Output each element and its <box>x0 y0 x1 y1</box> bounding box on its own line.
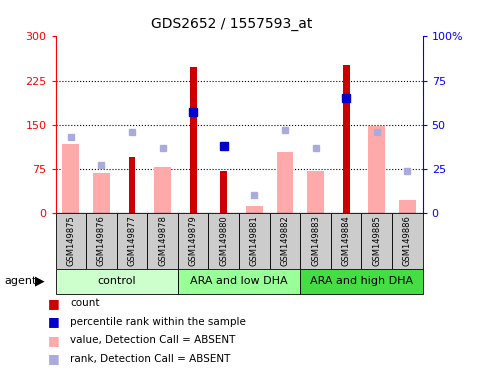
Bar <box>147 213 178 269</box>
Bar <box>300 269 423 294</box>
Text: rank, Detection Call = ABSENT: rank, Detection Call = ABSENT <box>70 354 230 364</box>
Text: GSM149884: GSM149884 <box>341 215 351 266</box>
Bar <box>62 144 79 213</box>
Text: GSM149880: GSM149880 <box>219 215 228 266</box>
Text: GSM149883: GSM149883 <box>311 215 320 266</box>
Bar <box>307 171 324 213</box>
Bar <box>399 200 416 213</box>
Text: ■: ■ <box>48 315 60 328</box>
Text: GSM149881: GSM149881 <box>250 215 259 266</box>
Text: GSM149885: GSM149885 <box>372 215 381 266</box>
Bar <box>93 173 110 213</box>
Bar <box>117 213 147 269</box>
Bar <box>178 269 300 294</box>
Bar <box>128 157 135 213</box>
Text: ARA and low DHA: ARA and low DHA <box>190 276 288 286</box>
Bar <box>178 213 209 269</box>
Text: ▶: ▶ <box>35 275 45 288</box>
Bar <box>277 152 293 213</box>
Text: ■: ■ <box>48 352 60 365</box>
Text: GDS2652 / 1557593_at: GDS2652 / 1557593_at <box>151 17 313 31</box>
Bar <box>361 213 392 269</box>
Text: GSM149878: GSM149878 <box>158 215 167 266</box>
Text: GSM149876: GSM149876 <box>97 215 106 266</box>
Text: GSM149879: GSM149879 <box>189 215 198 266</box>
Bar <box>300 213 331 269</box>
Bar <box>270 213 300 269</box>
Bar <box>209 213 239 269</box>
Bar <box>220 171 227 213</box>
Bar <box>56 213 86 269</box>
Bar <box>392 213 423 269</box>
Bar <box>56 269 178 294</box>
Bar <box>369 126 385 213</box>
Text: value, Detection Call = ABSENT: value, Detection Call = ABSENT <box>70 335 235 345</box>
Text: percentile rank within the sample: percentile rank within the sample <box>70 317 246 327</box>
Bar <box>239 213 270 269</box>
Bar <box>154 167 171 213</box>
Text: ARA and high DHA: ARA and high DHA <box>310 276 413 286</box>
Text: GSM149882: GSM149882 <box>281 215 289 266</box>
Text: control: control <box>98 276 136 286</box>
Text: count: count <box>70 298 99 308</box>
Text: ■: ■ <box>48 297 60 310</box>
Text: GSM149886: GSM149886 <box>403 215 412 266</box>
Text: agent: agent <box>5 276 37 286</box>
Bar <box>343 65 350 213</box>
Text: GSM149877: GSM149877 <box>128 215 137 266</box>
Text: GSM149875: GSM149875 <box>66 215 75 266</box>
Bar <box>331 213 361 269</box>
Text: ■: ■ <box>48 334 60 347</box>
Bar <box>246 206 263 213</box>
Bar <box>190 67 197 213</box>
Bar <box>86 213 117 269</box>
